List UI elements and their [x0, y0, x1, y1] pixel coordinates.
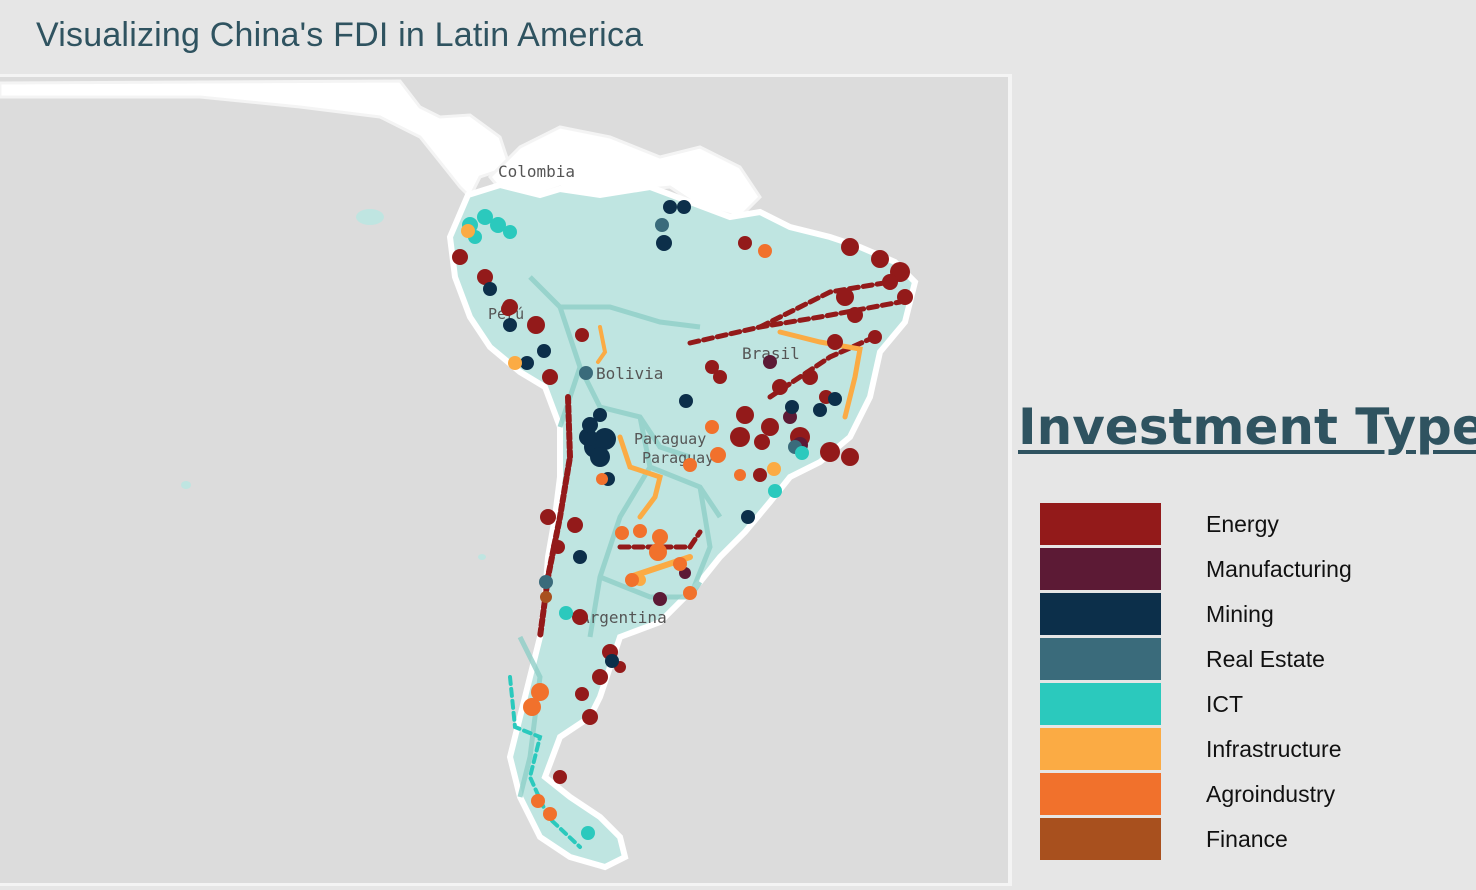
legend-label: Mining [1206, 601, 1274, 627]
legend-item-ict[interactable]: ICT [1040, 683, 1460, 728]
legend-swatch [1040, 638, 1161, 680]
pacific-island-2 [478, 554, 486, 560]
pacific-island [181, 481, 191, 489]
legend-item-real-estate[interactable]: Real Estate [1040, 638, 1460, 683]
label-bolivia: Bolivia [596, 364, 663, 383]
legend-swatch [1040, 728, 1161, 770]
legend-label: ICT [1206, 691, 1244, 717]
label-paraguay: Paraguay [634, 430, 706, 448]
legend-item-agroindustry[interactable]: Agroindustry [1040, 773, 1460, 818]
agroindustry-points[interactable] [523, 244, 772, 821]
infrastructure-points[interactable] [461, 224, 781, 586]
legend-title: Investment Type [1018, 398, 1476, 456]
label-paraguay-2: Paraguay [642, 449, 714, 467]
legend-swatch [1040, 683, 1161, 725]
label-brasil: Brasil [742, 344, 800, 363]
country-labels: Colombia Perú Bolivia Brasil Paraguay Pa… [488, 162, 800, 627]
south-america-map[interactable]: Colombia Perú Bolivia Brasil Paraguay Pa… [0, 77, 1008, 883]
legend-item-finance[interactable]: Finance [1040, 818, 1460, 863]
real-estate-points[interactable] [539, 218, 802, 589]
legend-item-mining[interactable]: Mining [1040, 593, 1460, 638]
energy-points[interactable] [452, 236, 913, 784]
legend-item-manufacturing[interactable]: Manufacturing [1040, 548, 1460, 593]
map-panel[interactable]: Colombia Perú Bolivia Brasil Paraguay Pa… [0, 74, 1012, 886]
finance-points[interactable] [540, 591, 552, 603]
legend-label: Infrastructure [1206, 736, 1342, 762]
legend-swatch [1040, 548, 1161, 590]
legend-label: Finance [1206, 826, 1288, 852]
legend-label: Energy [1206, 511, 1279, 537]
legend-swatch [1040, 818, 1161, 860]
legend-item-energy[interactable]: Energy [1040, 503, 1460, 548]
legend: Energy Manufacturing Mining Real Estate … [1040, 503, 1460, 863]
legend-item-infrastructure[interactable]: Infrastructure [1040, 728, 1460, 773]
country-borders [517, 275, 723, 798]
legend-label: Manufacturing [1206, 556, 1352, 582]
caribbean-land [0, 79, 512, 200]
legend-label: Real Estate [1206, 646, 1325, 672]
page-title: Visualizing China's FDI in Latin America [36, 16, 644, 54]
label-argentina: Argentina [580, 608, 667, 627]
legend-label: Agroindustry [1206, 781, 1336, 807]
legend-swatch [1040, 773, 1161, 815]
legend-swatch [1040, 503, 1161, 545]
galapagos-islands [356, 209, 384, 225]
label-colombia: Colombia [498, 162, 575, 181]
investment-points[interactable] [452, 200, 913, 840]
legend-swatch [1040, 593, 1161, 635]
